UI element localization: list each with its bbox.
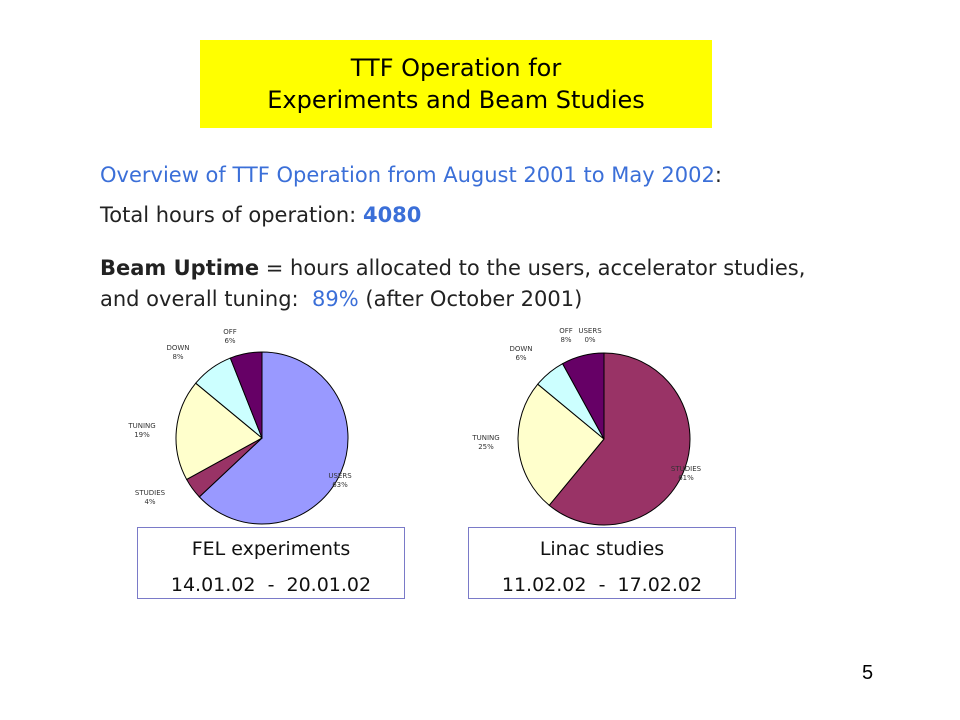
linac-caption-box: Linac studies 11.02.02 - 17.02.02 bbox=[468, 527, 736, 599]
overview-heading: Overview of TTF Operation from August 20… bbox=[100, 163, 715, 187]
uptime-definition: = hours allocated to the users, accelera… bbox=[259, 256, 806, 280]
linac-percent-down: 6% bbox=[515, 354, 526, 362]
uptime-note: (after October 2001) bbox=[365, 287, 583, 311]
fel-label-down: DOWN bbox=[166, 344, 189, 352]
linac-percent-tuning: 25% bbox=[478, 443, 494, 451]
title-banner: TTF Operation for Experiments and Beam S… bbox=[200, 40, 712, 128]
uptime-line-1: Beam Uptime = hours allocated to the use… bbox=[100, 253, 805, 283]
linac-label-down: DOWN bbox=[509, 345, 532, 353]
fel-percent-tuning: 19% bbox=[134, 431, 150, 439]
fel-percent-off: 6% bbox=[224, 337, 235, 345]
linac-caption-dates: 11.02.02 - 17.02.02 bbox=[501, 574, 703, 596]
total-hours-label: Total hours of operation: bbox=[100, 203, 357, 227]
linac-caption-title: Linac studies bbox=[539, 538, 665, 560]
fel-slice-tuning bbox=[175, 382, 263, 481]
fel-caption-box: FEL experiments 14.01.02 - 20.01.02 bbox=[137, 527, 405, 599]
uptime-prefix: and overall tuning: bbox=[100, 287, 299, 311]
overview-heading-line: Overview of TTF Operation from August 20… bbox=[100, 160, 722, 190]
fel-caption-title: FEL experiments bbox=[191, 538, 351, 560]
linac-label-studies: STUDIES bbox=[671, 465, 702, 473]
fel-slice-off bbox=[229, 351, 263, 439]
linac-label-tuning: TUNING bbox=[471, 434, 499, 442]
total-hours-line: Total hours of operation: 4080 bbox=[100, 200, 421, 230]
uptime-line-2: and overall tuning: 89% (after October 2… bbox=[100, 284, 582, 314]
fel-label-tuning: TUNING bbox=[127, 422, 155, 430]
fel-caption-dates: 14.01.02 - 20.01.02 bbox=[170, 574, 372, 596]
uptime-value: 89% bbox=[312, 287, 359, 311]
linac-label-users: USERS bbox=[578, 327, 602, 335]
page-number: 5 bbox=[862, 662, 874, 684]
linac-percent-off: 8% bbox=[560, 336, 571, 344]
title-line-2: Experiments and Beam Studies bbox=[267, 86, 645, 114]
fel-label-users: USERS bbox=[328, 472, 352, 480]
linac-percent-users: 0% bbox=[584, 336, 595, 344]
linac-percent-studies: 61% bbox=[678, 474, 694, 482]
uptime-term: Beam Uptime bbox=[100, 256, 260, 280]
linac-slice-studies bbox=[548, 352, 691, 526]
title-line-1: TTF Operation for bbox=[350, 54, 562, 82]
fel-slice-users bbox=[198, 351, 349, 525]
linac-slice-tuning bbox=[517, 383, 605, 506]
linac-slice-off bbox=[561, 352, 605, 440]
fel-percent-studies: 4% bbox=[144, 498, 155, 506]
fel-percent-down: 8% bbox=[172, 353, 183, 361]
total-hours-value: 4080 bbox=[362, 203, 422, 227]
linac-label-off: OFF bbox=[559, 327, 573, 335]
overview-heading-colon: : bbox=[714, 163, 722, 187]
fel-label-studies: STUDIES bbox=[135, 489, 166, 497]
fel-label-off: OFF bbox=[223, 328, 237, 336]
fel-percent-users: 63% bbox=[332, 481, 348, 489]
